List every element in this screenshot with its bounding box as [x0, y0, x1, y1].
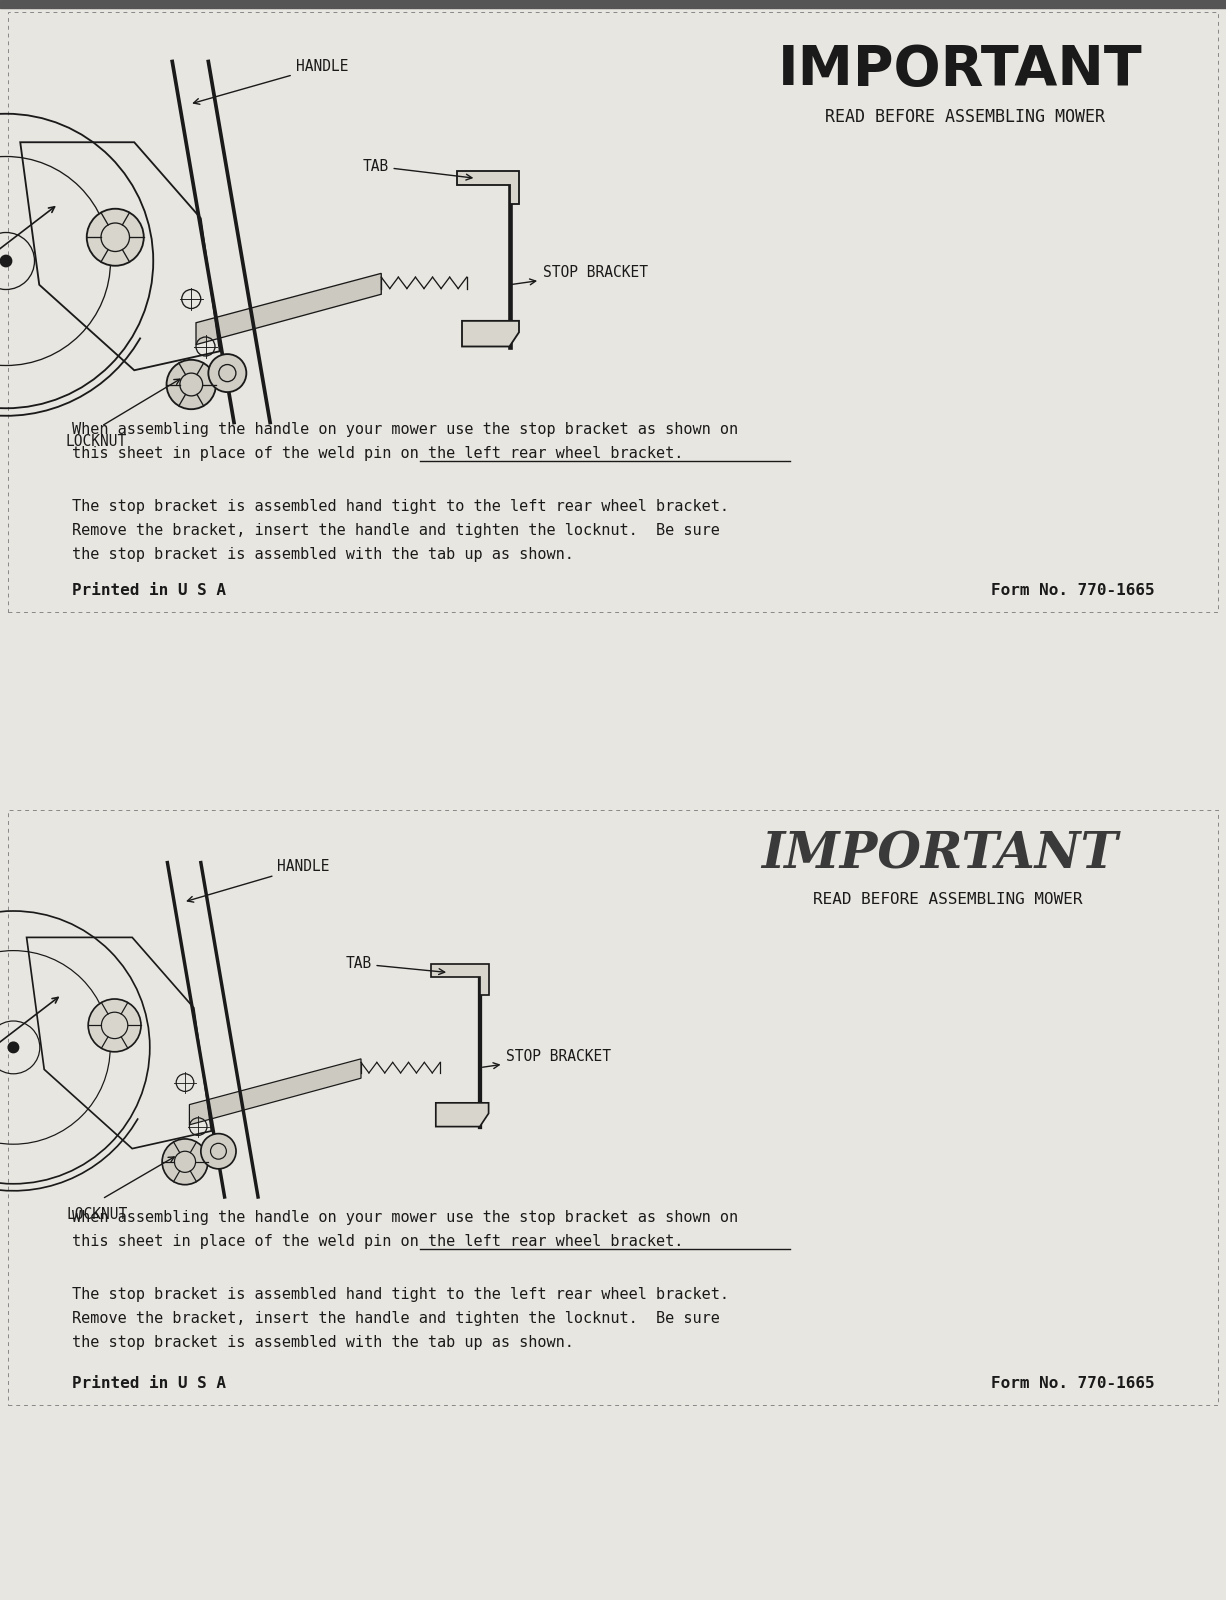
- Text: When assembling the handle on your mower use the stop bracket as shown on: When assembling the handle on your mower…: [72, 1210, 738, 1226]
- Circle shape: [208, 354, 246, 392]
- Text: STOP BRACKET: STOP BRACKET: [512, 266, 647, 285]
- Text: STOP BRACKET: STOP BRACKET: [483, 1048, 612, 1069]
- Polygon shape: [457, 171, 519, 203]
- Text: HANDLE: HANDLE: [188, 859, 330, 902]
- Text: Form No. 770-1665: Form No. 770-1665: [992, 582, 1155, 598]
- Polygon shape: [435, 1102, 489, 1126]
- Text: this sheet in place of the weld pin on the left rear wheel bracket.: this sheet in place of the weld pin on t…: [72, 446, 683, 461]
- Circle shape: [162, 1139, 208, 1184]
- Polygon shape: [462, 322, 519, 347]
- Text: the stop bracket is assembled with the tab up as shown.: the stop bracket is assembled with the t…: [72, 547, 574, 562]
- Bar: [0, 0, 1226, 8]
- Text: Printed in U S A: Printed in U S A: [72, 582, 226, 598]
- Text: READ BEFORE ASSEMBLING MOWER: READ BEFORE ASSEMBLING MOWER: [825, 109, 1105, 126]
- Circle shape: [88, 998, 141, 1051]
- Polygon shape: [432, 963, 489, 995]
- Text: IMPORTANT: IMPORTANT: [777, 43, 1143, 98]
- Text: LOCKNUT: LOCKNUT: [66, 1206, 128, 1222]
- Text: HANDLE: HANDLE: [194, 59, 348, 104]
- Text: Form No. 770-1665: Form No. 770-1665: [992, 1376, 1155, 1390]
- Bar: [9, 11, 1217, 611]
- Polygon shape: [196, 274, 381, 344]
- Circle shape: [0, 256, 12, 267]
- Circle shape: [201, 1134, 237, 1170]
- Text: The stop bracket is assembled hand tight to the left rear wheel bracket.: The stop bracket is assembled hand tight…: [72, 499, 729, 514]
- Text: the stop bracket is assembled with the tab up as shown.: the stop bracket is assembled with the t…: [72, 1334, 574, 1350]
- Text: READ BEFORE ASSEMBLING MOWER: READ BEFORE ASSEMBLING MOWER: [813, 893, 1083, 907]
- Text: Remove the bracket, insert the handle and tighten the locknut.  Be sure: Remove the bracket, insert the handle an…: [72, 523, 720, 538]
- Text: TAB: TAB: [346, 957, 445, 974]
- Text: IMPORTANT: IMPORTANT: [761, 830, 1118, 880]
- Text: this sheet in place of the weld pin on the left rear wheel bracket.: this sheet in place of the weld pin on t…: [72, 1234, 683, 1250]
- Text: Remove the bracket, insert the handle and tighten the locknut.  Be sure: Remove the bracket, insert the handle an…: [72, 1310, 720, 1326]
- Text: LOCKNUT: LOCKNUT: [66, 434, 126, 450]
- Text: TAB: TAB: [362, 158, 472, 181]
- Polygon shape: [189, 1059, 360, 1125]
- Text: When assembling the handle on your mower use the stop bracket as shown on: When assembling the handle on your mower…: [72, 422, 738, 437]
- Circle shape: [167, 360, 216, 410]
- Circle shape: [9, 1042, 18, 1053]
- Bar: [9, 810, 1217, 1405]
- Text: The stop bracket is assembled hand tight to the left rear wheel bracket.: The stop bracket is assembled hand tight…: [72, 1286, 729, 1302]
- Circle shape: [87, 208, 143, 266]
- Text: Printed in U S A: Printed in U S A: [72, 1376, 226, 1390]
